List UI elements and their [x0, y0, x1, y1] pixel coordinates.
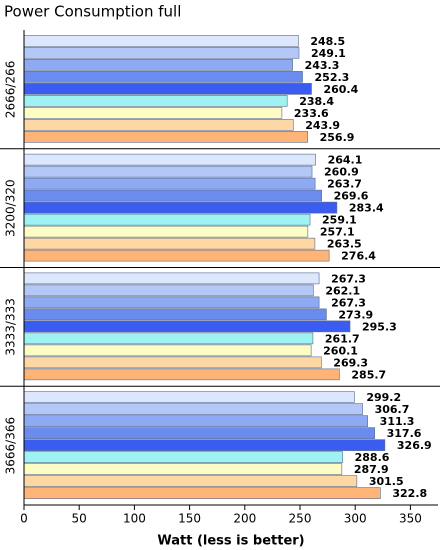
bar: [23, 272, 320, 285]
value-label: 233.6: [294, 107, 329, 120]
value-label: 257.1: [320, 226, 355, 239]
bar: [23, 344, 312, 357]
value-label: 311.3: [380, 415, 415, 428]
y-tick-label: 3200/320: [4, 179, 18, 237]
bar: [23, 356, 322, 369]
bar: [23, 59, 293, 71]
x-tick-label: 150: [178, 512, 201, 526]
value-label: 269.6: [334, 190, 369, 203]
value-label: 252.3: [315, 71, 350, 84]
x-tick-label: 250: [289, 512, 312, 526]
value-label: 301.5: [369, 475, 404, 488]
chart-title: Power Consumption full: [4, 3, 181, 21]
bar: [23, 415, 368, 427]
bar: [23, 95, 288, 107]
value-label: 261.7: [325, 332, 360, 345]
y-tick-label: 3666/366: [4, 417, 18, 475]
value-label: 243.3: [305, 59, 340, 72]
value-label: 326.9: [397, 439, 432, 452]
x-tick-label: 50: [72, 512, 87, 526]
bar: [23, 107, 283, 119]
value-label: 283.4: [349, 202, 384, 215]
bar: [23, 427, 375, 439]
bar: [23, 403, 363, 415]
bar: [23, 451, 343, 463]
bar: [23, 71, 303, 83]
bar: [23, 463, 343, 475]
bar: [23, 391, 355, 403]
value-label: 273.9: [338, 308, 373, 321]
bar: [23, 35, 299, 47]
value-label: 285.7: [351, 368, 386, 381]
bar: [23, 225, 309, 238]
value-label: 317.6: [387, 427, 422, 440]
bar: [23, 249, 330, 262]
bar: [23, 320, 351, 333]
bar: [23, 189, 322, 202]
value-label: 260.9: [324, 166, 359, 179]
value-label: 276.4: [341, 250, 376, 263]
value-label: 259.1: [322, 214, 357, 227]
x-tick-label: 350: [399, 512, 422, 526]
value-label: 260.1: [323, 344, 358, 357]
x-tick-label: 200: [233, 512, 256, 526]
bar: [23, 83, 312, 95]
value-label: 264.1: [328, 154, 363, 167]
bar: [23, 165, 313, 178]
bar: [23, 177, 316, 190]
y-tick-label: 3333/333: [4, 298, 18, 356]
x-tick-label: 100: [123, 512, 146, 526]
bar: [23, 308, 327, 321]
value-label: 243.9: [305, 119, 340, 132]
bar: [23, 332, 314, 345]
y-tick-label: 2666/266: [4, 61, 18, 119]
value-label: 248.5: [310, 35, 345, 48]
bar: [23, 119, 294, 131]
bar: [23, 368, 340, 381]
bar: [23, 153, 316, 166]
value-label: 262.1: [325, 284, 360, 297]
bar: [23, 487, 381, 499]
x-tick-label: 0: [20, 512, 28, 526]
value-label: 322.8: [392, 487, 427, 500]
value-label: 263.5: [327, 238, 362, 251]
value-label: 295.3: [362, 320, 397, 333]
bar: [23, 475, 358, 487]
bar: [23, 284, 314, 297]
bar: [23, 213, 311, 226]
bar: [23, 131, 308, 143]
x-axis-label: Watt (less is better): [157, 534, 304, 549]
bar: [23, 439, 386, 451]
bar: [23, 47, 300, 59]
value-label: 256.9: [320, 131, 355, 144]
value-label: 299.2: [366, 391, 401, 404]
value-label: 269.3: [333, 356, 368, 369]
bar: [23, 201, 338, 214]
value-label: 263.7: [327, 178, 362, 191]
value-label: 238.4: [299, 95, 334, 108]
x-tick-label: 300: [344, 512, 367, 526]
value-label: 287.9: [354, 463, 389, 476]
bar: [23, 296, 320, 309]
value-label: 267.3: [331, 296, 366, 309]
value-label: 306.7: [375, 403, 410, 416]
bar: [23, 237, 316, 250]
value-label: 288.6: [355, 451, 390, 464]
value-label: 249.1: [311, 47, 346, 60]
value-label: 267.3: [331, 272, 366, 285]
value-label: 260.4: [323, 83, 358, 96]
